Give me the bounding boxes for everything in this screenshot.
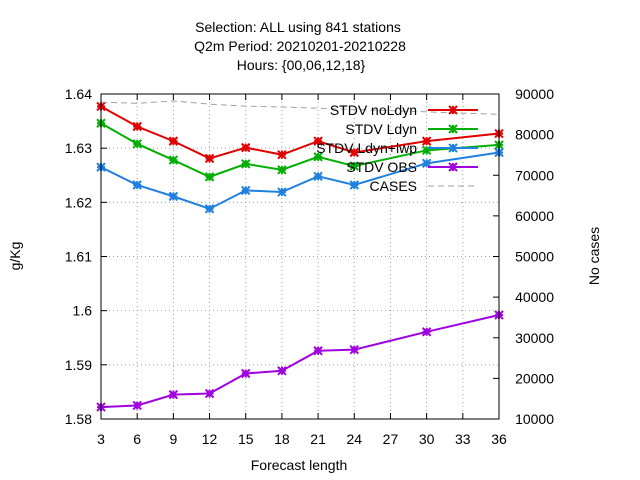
x-tick-label: 3 (97, 431, 105, 447)
y-tick-label: 1.63 (65, 140, 92, 156)
data-point (168, 389, 179, 400)
x-tick-label: 9 (169, 431, 177, 447)
data-point (241, 185, 251, 196)
y-tick-labels: 1.58 1.59 1.6 1.61 1.62 1.63 1.64 (65, 86, 92, 427)
y2-axis-label: No cases (586, 227, 602, 285)
legend-marker (448, 162, 458, 172)
data-point (132, 400, 142, 411)
y2-tick-label: 70000 (515, 167, 554, 183)
y2-tick-label: 10000 (515, 411, 554, 427)
data-point (277, 187, 287, 197)
series-3 (96, 310, 504, 412)
data-point (168, 155, 179, 165)
y2-tick-label: 40000 (515, 289, 554, 305)
plot-frame (100, 93, 500, 420)
legend-marker (448, 143, 458, 153)
chart-title-line-3: Hours: {00,06,12,18} (237, 57, 366, 73)
data-point (204, 172, 215, 182)
data-point (204, 204, 215, 214)
data-point (313, 171, 323, 182)
legend-label: STDV Ldyn+lwp (316, 140, 417, 156)
y-tick-label: 1.61 (65, 249, 92, 265)
data-point (132, 180, 142, 190)
data-point (241, 368, 251, 379)
y-tick-label: 1.62 (65, 194, 92, 210)
x-tick-label: 24 (346, 431, 362, 447)
series-4 (100, 100, 500, 115)
data-point (204, 388, 215, 399)
data-point (421, 158, 432, 169)
data-point (277, 149, 287, 160)
legend-label: STDV Ldyn (345, 121, 417, 137)
series-line (100, 151, 500, 210)
series-line (100, 105, 500, 160)
data-point (277, 366, 287, 376)
y2-tick-label: 80000 (515, 127, 554, 143)
data-point (421, 145, 432, 156)
data-point (313, 152, 323, 162)
x-tick-label: 27 (383, 431, 399, 447)
legend-label: STDV OBS (346, 159, 417, 175)
chart-title-line-2: Q2m Period: 20210201-20210228 (194, 38, 406, 54)
x-tick-label: 12 (202, 431, 218, 447)
series-line (100, 100, 500, 115)
legend-label: STDV noLdyn (330, 102, 417, 118)
data-point (421, 327, 432, 337)
y-tick-label: 1.64 (65, 86, 92, 102)
y2-tick-labels: 10000 20000 30000 40000 50000 60000 70000 80000… (515, 86, 554, 427)
legend-label: CASES (370, 178, 417, 194)
x-tick-label: 30 (419, 431, 435, 447)
data-point (421, 136, 432, 146)
x-axis-label: Forecast length (251, 457, 348, 473)
series-2 (96, 147, 504, 214)
data-point (132, 139, 142, 149)
y-tick-label: 1.59 (65, 357, 92, 373)
data-point (349, 161, 359, 171)
series-line (100, 314, 500, 409)
x-tick-label: 33 (455, 431, 471, 447)
y-tick-label: 1.58 (65, 411, 92, 427)
data-point (168, 191, 179, 202)
x-tick-label: 15 (238, 431, 254, 447)
legend: STDV noLdyn STDV Ldyn STDV Ldyn+lwp STDV OB… (316, 102, 478, 194)
data-point (204, 153, 215, 164)
y2-tick-label: 90000 (515, 86, 554, 102)
series-layer (96, 100, 504, 412)
data-point (313, 136, 323, 146)
x-tick-label: 18 (274, 431, 290, 447)
grid-lines (100, 93, 500, 420)
data-point (349, 344, 359, 355)
data-point (313, 346, 323, 356)
y2-tick-label: 50000 (515, 249, 554, 265)
data-point (168, 136, 179, 146)
x-tick-label: 36 (491, 431, 507, 447)
chart-title-line-1: Selection: ALL using 841 stations (195, 19, 401, 35)
y-axis-label: g/Kg (7, 242, 23, 271)
data-point (277, 165, 287, 175)
y2-tick-label: 60000 (515, 208, 554, 224)
data-point (349, 147, 359, 158)
x-tick-label: 6 (133, 431, 141, 447)
data-point (132, 121, 142, 132)
y2-tick-label: 30000 (515, 330, 554, 346)
y-tick-label: 1.6 (73, 303, 93, 319)
data-point (349, 180, 359, 190)
legend-marker (448, 105, 458, 115)
legend-marker (448, 124, 458, 134)
data-point (241, 142, 251, 153)
series-line (100, 122, 500, 178)
y2-tick-label: 20000 (515, 370, 554, 386)
x-tick-label: 21 (310, 431, 326, 447)
data-point (241, 159, 251, 169)
x-tick-labels: 3 6 9 12 15 18 21 24 27 30 33 36 (97, 431, 507, 447)
